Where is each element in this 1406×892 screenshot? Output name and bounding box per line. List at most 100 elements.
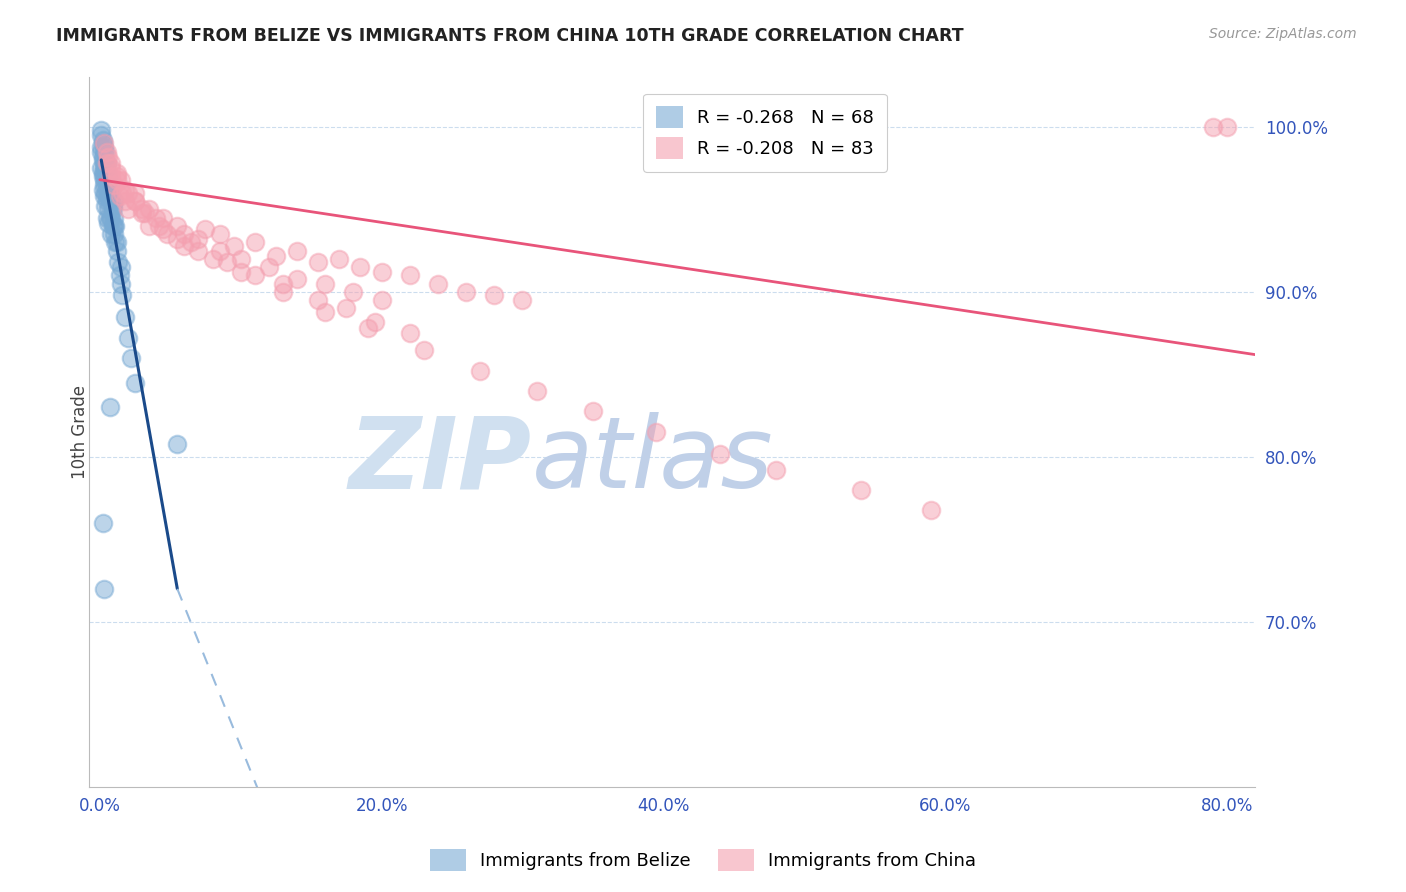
Point bbox=[134, 205, 156, 219]
Point bbox=[264, 249, 287, 263]
Point bbox=[314, 277, 336, 291]
Point bbox=[100, 189, 122, 203]
Point bbox=[229, 252, 252, 266]
Text: atlas: atlas bbox=[531, 412, 773, 509]
Point bbox=[96, 178, 118, 192]
Point bbox=[285, 244, 308, 258]
Point bbox=[114, 310, 136, 324]
Point bbox=[100, 156, 122, 170]
Point bbox=[94, 145, 117, 159]
Point bbox=[93, 156, 115, 170]
Point bbox=[114, 183, 136, 197]
Point bbox=[328, 252, 350, 266]
Point bbox=[208, 227, 231, 242]
Point bbox=[229, 265, 252, 279]
Point bbox=[97, 169, 120, 184]
Point bbox=[105, 166, 128, 180]
Point bbox=[412, 343, 434, 357]
Point bbox=[103, 219, 125, 233]
Point bbox=[335, 301, 357, 316]
Point bbox=[222, 238, 245, 252]
Point bbox=[645, 425, 668, 439]
Point bbox=[91, 136, 114, 151]
Point bbox=[93, 172, 115, 186]
Point bbox=[90, 161, 112, 176]
Point bbox=[90, 139, 112, 153]
Point bbox=[370, 265, 392, 279]
Point bbox=[117, 186, 139, 200]
Legend: R = -0.268   N = 68, R = -0.208   N = 83: R = -0.268 N = 68, R = -0.208 N = 83 bbox=[644, 94, 887, 172]
Point bbox=[271, 285, 294, 299]
Point bbox=[91, 516, 114, 530]
Point bbox=[98, 211, 121, 225]
Point bbox=[456, 285, 478, 299]
Point bbox=[166, 219, 188, 233]
Point bbox=[103, 194, 125, 209]
Point bbox=[93, 178, 115, 192]
Point bbox=[138, 202, 160, 217]
Point bbox=[484, 288, 506, 302]
Point bbox=[307, 293, 329, 307]
Point bbox=[100, 161, 122, 176]
Point bbox=[120, 351, 142, 365]
Point bbox=[96, 166, 118, 180]
Point bbox=[110, 260, 132, 275]
Point bbox=[103, 227, 125, 242]
Point bbox=[709, 447, 731, 461]
Point bbox=[101, 219, 124, 233]
Point bbox=[94, 186, 117, 200]
Point bbox=[271, 277, 294, 291]
Point bbox=[91, 150, 114, 164]
Point bbox=[257, 260, 280, 275]
Point bbox=[512, 293, 534, 307]
Point bbox=[110, 277, 132, 291]
Point bbox=[103, 211, 125, 225]
Point bbox=[91, 183, 114, 197]
Point bbox=[187, 244, 209, 258]
Point bbox=[470, 364, 492, 378]
Point bbox=[920, 502, 942, 516]
Point bbox=[124, 186, 146, 200]
Point bbox=[104, 235, 127, 250]
Point bbox=[110, 172, 132, 186]
Point bbox=[100, 189, 122, 203]
Point bbox=[152, 222, 174, 236]
Point bbox=[173, 227, 195, 242]
Point bbox=[243, 235, 266, 250]
Point bbox=[93, 139, 115, 153]
Point bbox=[349, 260, 371, 275]
Point bbox=[107, 255, 129, 269]
Point bbox=[426, 277, 449, 291]
Point bbox=[94, 161, 117, 176]
Point bbox=[765, 463, 787, 477]
Point bbox=[93, 145, 115, 159]
Point bbox=[98, 178, 121, 192]
Point bbox=[96, 211, 118, 225]
Point bbox=[94, 156, 117, 170]
Point bbox=[97, 216, 120, 230]
Point bbox=[208, 244, 231, 258]
Point bbox=[93, 161, 115, 176]
Point bbox=[94, 169, 117, 184]
Text: Source: ZipAtlas.com: Source: ZipAtlas.com bbox=[1209, 27, 1357, 41]
Point bbox=[97, 150, 120, 164]
Point bbox=[398, 268, 420, 283]
Point bbox=[101, 199, 124, 213]
Point bbox=[96, 189, 118, 203]
Point bbox=[94, 199, 117, 213]
Point bbox=[91, 166, 114, 180]
Point bbox=[201, 252, 224, 266]
Point bbox=[105, 169, 128, 184]
Point bbox=[215, 255, 238, 269]
Point bbox=[152, 211, 174, 225]
Point bbox=[370, 293, 392, 307]
Text: ZIP: ZIP bbox=[349, 412, 531, 509]
Point bbox=[100, 211, 122, 225]
Point bbox=[307, 255, 329, 269]
Legend: Immigrants from Belize, Immigrants from China: Immigrants from Belize, Immigrants from … bbox=[422, 842, 984, 879]
Point bbox=[90, 123, 112, 137]
Text: IMMIGRANTS FROM BELIZE VS IMMIGRANTS FROM CHINA 10TH GRADE CORRELATION CHART: IMMIGRANTS FROM BELIZE VS IMMIGRANTS FRO… bbox=[56, 27, 965, 45]
Point bbox=[93, 136, 115, 151]
Point bbox=[1202, 120, 1225, 134]
Point bbox=[131, 202, 153, 217]
